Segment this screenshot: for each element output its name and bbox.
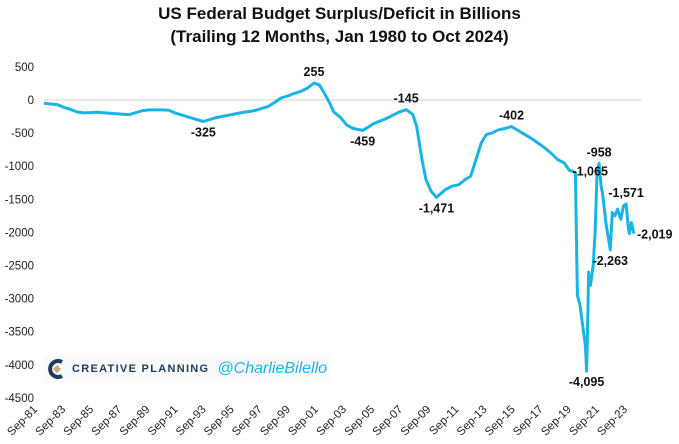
x-tick-label: Sep-95 [202,404,237,439]
x-tick-label: Sep-81 [5,404,40,439]
y-tick-label: -3500 [5,327,34,339]
x-tick-label: Sep-91 [146,404,181,439]
chart-subtitle: (Trailing 12 Months, Jan 1980 to Oct 202… [170,27,509,46]
data-label: -958 [587,145,612,159]
x-tick-label: Sep-15 [483,404,518,439]
x-tick-label: Sep-23 [595,404,630,439]
y-tick-label: -3000 [5,294,34,306]
data-label: -459 [350,134,375,148]
x-tick-label: Sep-17 [511,404,546,439]
x-tick-label: Sep-89 [118,404,153,439]
y-tick-label: 0 [28,95,34,107]
y-tick-label: -1500 [5,194,34,206]
data-label: -4,095 [569,375,604,389]
brand-name: CREATIVE PLANNING [72,363,210,375]
x-tick-label: Sep-13 [455,404,490,439]
x-tick-label: Sep-85 [62,404,97,439]
y-tick-label: -4500 [5,393,34,405]
creative-planning-logo-icon [48,359,63,379]
data-label: -145 [394,92,419,106]
x-tick-label: Sep-09 [399,404,434,439]
data-label: 255 [304,65,325,79]
x-tick-label: Sep-83 [34,404,69,439]
author-handle: @CharlieBilello [217,360,328,377]
x-tick-label: Sep-03 [314,404,349,439]
data-label: -2,263 [593,254,628,268]
chart-title: US Federal Budget Surplus/Deficit in Bil… [158,4,521,23]
data-label: -1,471 [419,201,454,215]
y-tick-label: -1000 [5,161,34,173]
x-tick-label: Sep-87 [90,404,125,439]
data-label: -1,571 [608,186,643,200]
data-label: -1,065 [572,165,607,179]
series-line [43,81,636,373]
x-tick-label: Sep-99 [258,404,293,439]
y-tick-label: 500 [15,62,34,74]
y-tick-label: -2500 [5,261,34,273]
y-tick-label: -500 [11,128,34,140]
x-tick-label: Sep-93 [174,404,209,439]
watermark-logo: CREATIVE PLANNING @CharlieBilello [44,356,332,382]
x-tick-label: Sep-05 [343,404,378,439]
y-tick-label: -4000 [5,360,34,372]
x-tick-label: Sep-01 [286,404,321,439]
data-label: -402 [499,109,524,123]
x-tick-label: Sep-19 [539,404,574,439]
x-tick-label: Sep-97 [230,404,265,439]
data-label: -325 [191,126,216,140]
data-label: -2,019 [637,228,672,242]
y-tick-label: -2000 [5,227,34,239]
x-tick-label: Sep-07 [371,404,406,439]
x-tick-label: Sep-21 [567,404,602,439]
